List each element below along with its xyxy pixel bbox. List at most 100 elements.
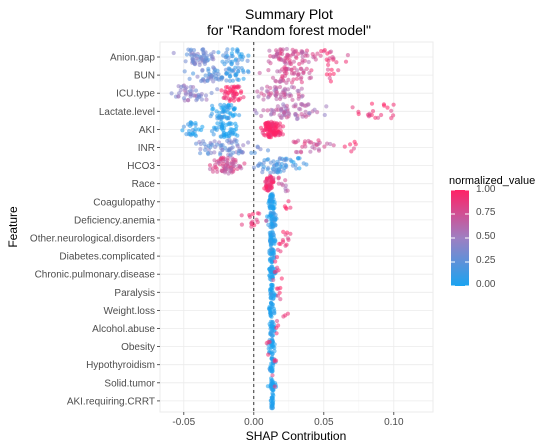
shap-point (188, 92, 193, 97)
shap-point (270, 224, 275, 229)
shap-point (226, 115, 231, 120)
shap-point (295, 156, 301, 161)
shap-point (273, 217, 278, 222)
shap-point (268, 85, 273, 91)
shap-point (211, 132, 216, 137)
shap-point (219, 88, 224, 93)
shap-point (279, 276, 284, 281)
shap-point (209, 90, 214, 96)
shap-point (181, 124, 186, 129)
shap-point (216, 160, 221, 165)
shap-point (312, 146, 317, 151)
shap-point (208, 145, 213, 150)
shap-point (268, 213, 273, 218)
shap-point (295, 150, 300, 155)
shap-point (269, 197, 274, 202)
shap-point (220, 59, 225, 64)
shap-point (299, 80, 304, 85)
shap-point (270, 403, 275, 409)
shap-point (228, 74, 233, 79)
shap-point (302, 139, 308, 144)
shap-point (294, 76, 300, 81)
shap-point (272, 269, 277, 275)
shap-point (176, 94, 181, 99)
shap-point (306, 138, 311, 144)
shap-point (255, 211, 260, 216)
feature-label: HCO3 (127, 161, 155, 172)
shap-point (246, 140, 251, 145)
shap-point (225, 47, 230, 52)
shap-point (228, 88, 233, 93)
shap-point (326, 62, 331, 67)
shap-point (284, 163, 289, 168)
shap-point (229, 51, 234, 56)
shap-point (218, 102, 223, 107)
shap-point (209, 111, 214, 116)
shap-point (274, 124, 279, 129)
shap-point (212, 158, 217, 163)
shap-point (274, 162, 279, 167)
shap-point (193, 88, 199, 93)
shap-point (280, 183, 285, 188)
shap-point (188, 88, 193, 94)
shap-point (267, 273, 272, 278)
shap-point (267, 48, 272, 53)
shap-point (234, 91, 239, 96)
shap-point (215, 169, 220, 174)
shap-point (192, 93, 197, 98)
shap-point (391, 102, 396, 107)
shap-point (389, 108, 394, 113)
feature-label: Coagulopathy (93, 197, 155, 208)
shap-point (299, 66, 304, 71)
shap-point (225, 85, 230, 90)
shap-point (239, 89, 244, 94)
shap-point (285, 236, 291, 241)
shap-point (274, 166, 279, 171)
shap-point (287, 58, 292, 63)
shap-point (316, 142, 321, 147)
shap-point (226, 66, 231, 71)
shap-point (282, 158, 287, 163)
shap-point (270, 320, 275, 325)
shap-point (275, 104, 280, 109)
shap-point (210, 107, 215, 112)
shap-point (228, 127, 233, 132)
shap-point (269, 301, 274, 306)
shap-point (229, 62, 234, 67)
shap-point (194, 141, 199, 146)
shap-point (250, 211, 255, 217)
shap-point (220, 122, 225, 128)
shap-point (235, 61, 240, 66)
shap-point (278, 84, 283, 90)
feature-label: Alcohol.abuse (92, 324, 155, 335)
shap-point (301, 70, 306, 75)
shap-point (180, 128, 185, 133)
shap-point (265, 167, 270, 172)
shap-point (295, 68, 300, 73)
shap-point (226, 164, 231, 169)
shap-point (210, 166, 216, 171)
shap-point (287, 112, 292, 117)
shap-point (259, 91, 264, 96)
shap-point (322, 112, 327, 118)
shap-point (268, 242, 273, 247)
shap-point (369, 101, 375, 106)
feature-label: Obesity (121, 342, 155, 353)
shap-point (299, 86, 304, 91)
shap-point (230, 95, 236, 100)
shap-point (205, 78, 210, 83)
shap-point (264, 218, 269, 223)
shap-point (233, 71, 238, 77)
shap-point (269, 330, 274, 335)
shap-point (278, 285, 283, 291)
shap-point (188, 123, 193, 128)
shap-point (236, 57, 241, 63)
shap-point (303, 53, 308, 58)
shap-point (264, 89, 269, 94)
shap-point (279, 115, 284, 120)
shap-point (277, 290, 282, 295)
feature-label: Paralysis (114, 288, 155, 299)
shap-point (252, 223, 257, 228)
shap-point (266, 157, 271, 162)
feature-label: AKI (139, 125, 155, 136)
